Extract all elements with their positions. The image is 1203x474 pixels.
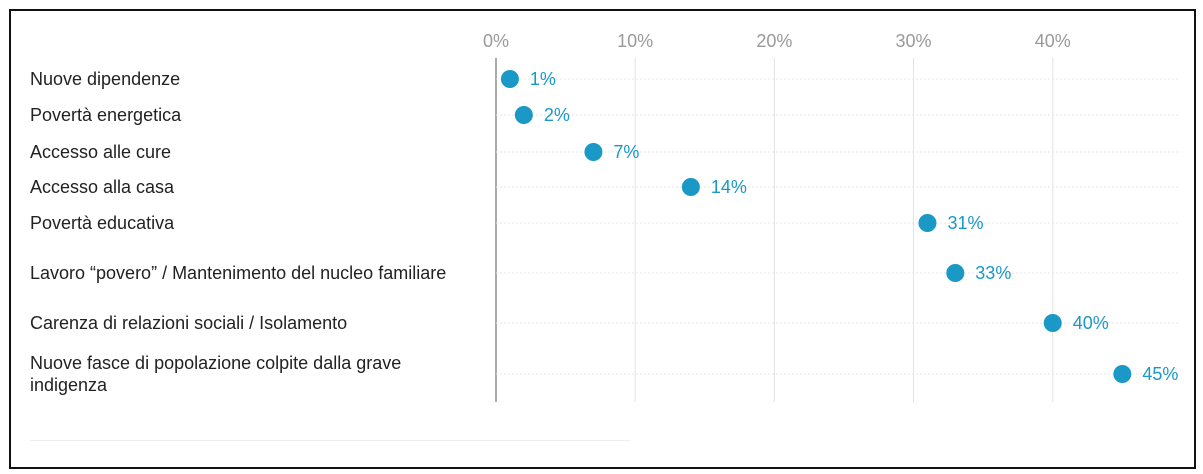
category-label: Nuove dipendenze bbox=[30, 69, 181, 89]
category-label: Accesso alla casa bbox=[30, 177, 175, 197]
x-tick-label: 30% bbox=[896, 31, 932, 51]
value-label: 7% bbox=[613, 142, 639, 162]
value-label: 2% bbox=[544, 105, 570, 125]
x-tick-label: 10% bbox=[617, 31, 653, 51]
category-label: Nuove fasce di popolazione colpite dalla… bbox=[30, 353, 402, 395]
frame bbox=[9, 9, 1196, 469]
dot bbox=[946, 264, 965, 282]
value-label: 40% bbox=[1073, 313, 1109, 333]
x-tick-label: 0% bbox=[483, 31, 509, 51]
value-label: 45% bbox=[1142, 364, 1178, 384]
divider bbox=[30, 440, 630, 441]
value-label: 31% bbox=[947, 213, 983, 233]
dot bbox=[584, 143, 603, 161]
category-label: Lavoro “povero” / Mantenimento del nucle… bbox=[30, 263, 447, 283]
x-tick-label: 20% bbox=[756, 31, 792, 51]
category-label: Povertà energetica bbox=[30, 105, 182, 125]
value-label: 33% bbox=[975, 263, 1011, 283]
value-label: 14% bbox=[711, 177, 747, 197]
x-tick-label: 40% bbox=[1035, 31, 1071, 51]
category-label: Povertà educativa bbox=[30, 213, 175, 233]
dot bbox=[514, 106, 533, 124]
dot bbox=[500, 70, 519, 88]
dot bbox=[1113, 365, 1132, 383]
category-label: Carenza di relazioni sociali / Isolament… bbox=[30, 313, 348, 333]
dot bbox=[918, 214, 937, 232]
category-label: Accesso alle cure bbox=[30, 142, 172, 162]
value-label: 1% bbox=[530, 69, 556, 89]
dot bbox=[1043, 314, 1062, 332]
dot bbox=[681, 178, 700, 196]
